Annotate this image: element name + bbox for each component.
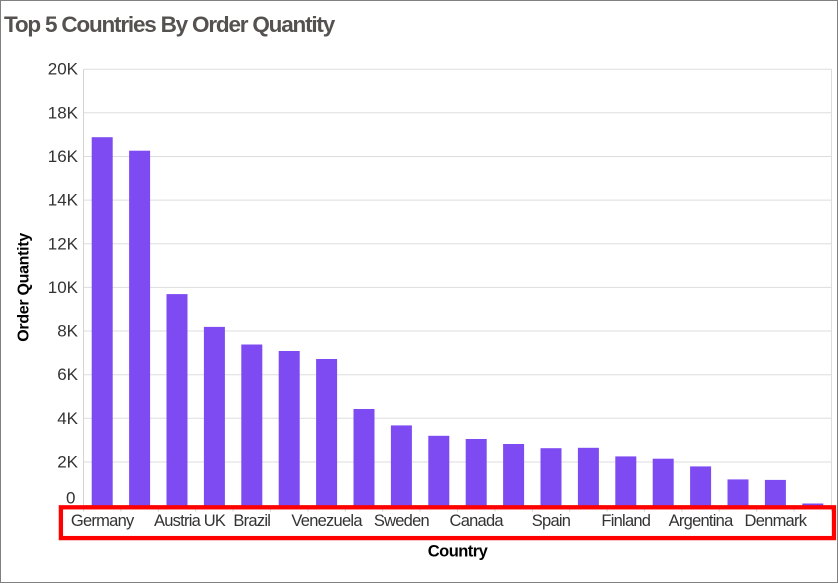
svg-text:Brazil: Brazil bbox=[233, 512, 270, 530]
svg-text:16K: 16K bbox=[48, 147, 79, 166]
svg-text:14K: 14K bbox=[48, 191, 79, 210]
svg-text:Top 5 Countries By Order Quant: Top 5 Countries By Order Quantity bbox=[4, 12, 336, 37]
svg-text:Sweden: Sweden bbox=[374, 512, 430, 530]
svg-text:Canada: Canada bbox=[450, 512, 505, 530]
svg-text:Country: Country bbox=[428, 543, 489, 561]
svg-text:Argentina: Argentina bbox=[669, 512, 734, 530]
svg-text:18K: 18K bbox=[48, 103, 79, 122]
svg-text:Finland: Finland bbox=[601, 512, 650, 530]
svg-text:Germany: Germany bbox=[71, 512, 135, 530]
svg-text:Spain: Spain bbox=[532, 512, 571, 530]
svg-text:Denmark: Denmark bbox=[745, 512, 808, 530]
svg-text:Austria: Austria bbox=[154, 512, 202, 530]
svg-text:12K: 12K bbox=[48, 234, 79, 253]
svg-text:20K: 20K bbox=[48, 60, 79, 79]
svg-text:2K: 2K bbox=[57, 453, 78, 472]
svg-text:Venezuela: Venezuela bbox=[291, 512, 363, 530]
svg-text:10K: 10K bbox=[48, 278, 79, 297]
svg-text:6K: 6K bbox=[57, 365, 78, 384]
svg-text:0: 0 bbox=[66, 489, 75, 508]
svg-text:UK: UK bbox=[204, 512, 226, 530]
svg-text:8K: 8K bbox=[57, 322, 78, 341]
svg-text:Order Quantity: Order Quantity bbox=[16, 233, 33, 342]
svg-text:4K: 4K bbox=[57, 409, 78, 428]
